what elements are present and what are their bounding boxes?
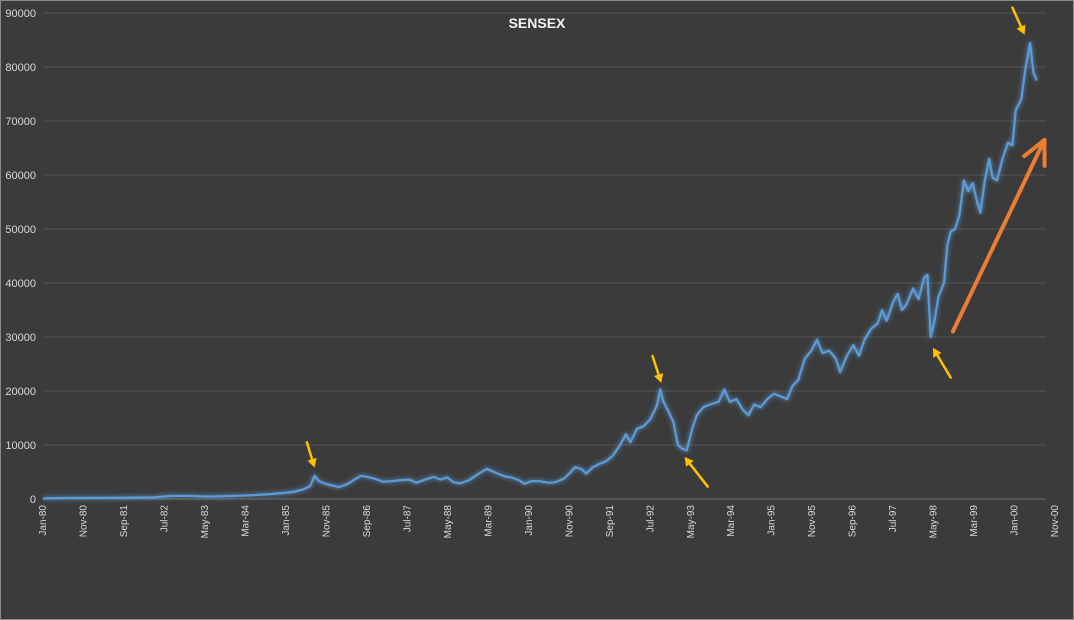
x-tick-label: Jan-00	[1010, 505, 1021, 536]
marker-arrow	[651, 354, 664, 383]
x-tick-label: May-83	[200, 505, 211, 539]
x-tick-label: Mar-99	[969, 505, 980, 537]
y-axis-ticks: 0 10000 20000 30000 40000 50000 60000 70000 8000…	[5, 8, 36, 506]
x-tick-label: May-93	[686, 505, 697, 539]
x-tick-label: Sep-86	[362, 505, 373, 538]
marker-arrow	[1011, 6, 1026, 35]
y-tick-label: 40000	[5, 278, 36, 290]
y-tick-label: 80000	[5, 62, 36, 74]
x-tick-label: Nov-95	[807, 505, 818, 538]
x-tick-label: Mar-89	[483, 505, 494, 537]
x-tick-label: May-98	[929, 505, 940, 539]
x-tick-label: Nov-85	[321, 505, 332, 538]
x-axis-ticks: Jan-80 Nov-80 Sep-81 Jul-82 May-83 Mar-84 Jan-…	[38, 505, 1061, 539]
y-tick-label: 70000	[5, 116, 36, 128]
x-tick-label: Nov-80	[78, 505, 89, 538]
x-tick-label: Jul-82	[159, 505, 170, 533]
x-tick-label: Nov-90	[564, 505, 575, 538]
trend-arrow	[950, 137, 1047, 334]
y-tick-label: 0	[30, 494, 36, 506]
x-tick-label: Jul-92	[645, 505, 656, 533]
y-tick-label: 30000	[5, 332, 36, 344]
series-layer	[42, 41, 1038, 500]
sensex-series-line	[42, 41, 1038, 500]
x-tick-label: Jan-85	[281, 505, 292, 536]
x-tick-label: Jan-95	[767, 505, 778, 536]
x-tick-label: Jan-90	[524, 505, 535, 536]
x-tick-label: Sep-96	[848, 505, 859, 538]
marker-arrow	[684, 456, 709, 488]
x-tick-label: Jan-80	[38, 505, 49, 536]
x-tick-label: Jul-97	[888, 505, 899, 533]
x-tick-label: Mar-84	[240, 505, 251, 537]
annotations	[305, 6, 1047, 488]
marker-arrow	[305, 441, 317, 468]
y-tick-label: 50000	[5, 224, 36, 236]
x-tick-label: Jul-87	[402, 505, 413, 533]
y-tick-label: 60000	[5, 170, 36, 182]
y-tick-label: 20000	[5, 386, 36, 398]
x-tick-label: Sep-81	[119, 505, 130, 538]
gridlines	[43, 12, 1046, 500]
y-tick-label: 10000	[5, 440, 36, 452]
y-tick-label: 90000	[5, 8, 36, 20]
x-tick-label: Mar-94	[726, 505, 737, 537]
x-tick-label: May-88	[443, 505, 454, 539]
marker-arrow	[932, 347, 952, 379]
chart-title: SENSEX	[509, 15, 566, 31]
x-tick-label: Sep-91	[605, 505, 616, 538]
x-tick-label: Nov-00	[1050, 505, 1061, 538]
